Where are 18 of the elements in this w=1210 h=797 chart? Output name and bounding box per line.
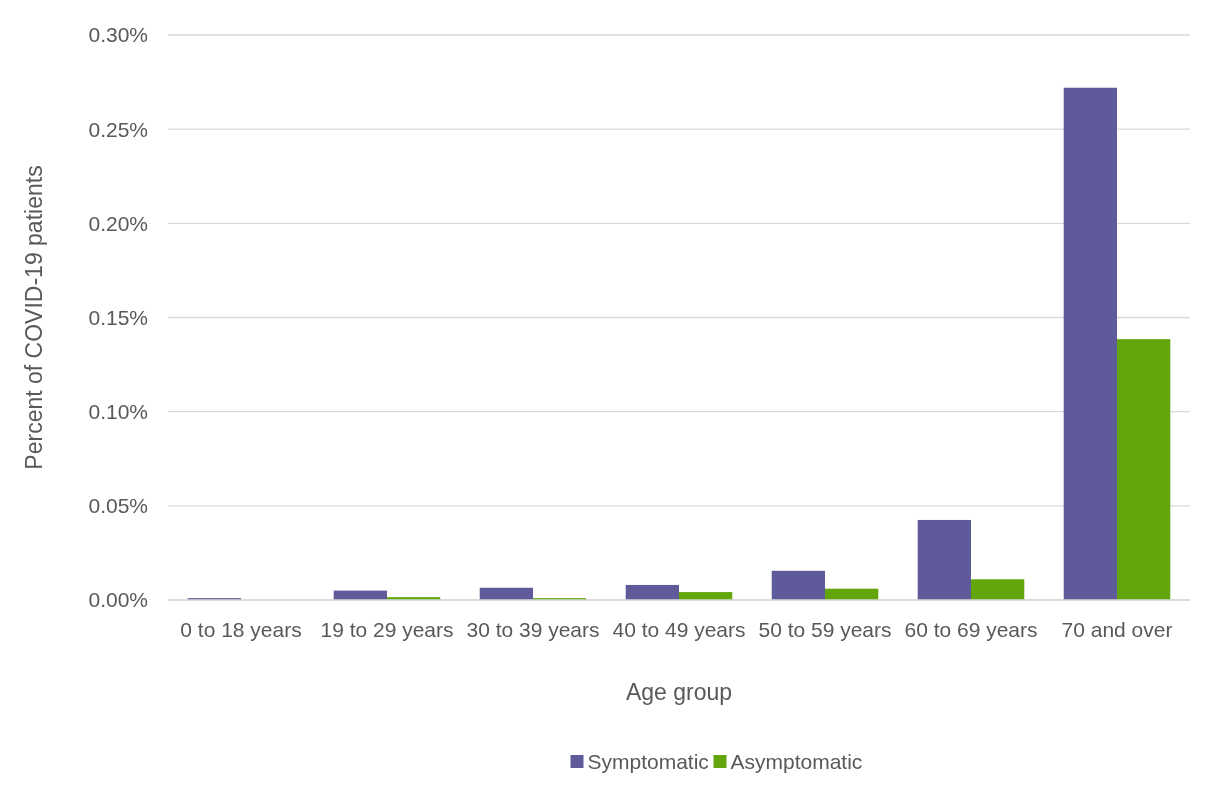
- y-axis-title: Percent of COVID-19 patients: [21, 165, 47, 470]
- x-axis-title: Age group: [625, 679, 733, 705]
- y-tick-label: 0.05%: [88, 494, 148, 518]
- x-tick-label: 70 and over: [1061, 618, 1173, 641]
- x-tick-label: 30 to 39 years: [466, 618, 600, 641]
- y-tick-label: 0.15%: [88, 305, 148, 329]
- y-tick-label: 0.10%: [88, 400, 148, 424]
- x-tick-label: 60 to 69 years: [904, 618, 1038, 641]
- y-tick-label: 0.25%: [88, 117, 148, 141]
- legend-label: Symptomatic: [587, 750, 709, 774]
- x-tick-label: 0 to 18 years: [180, 618, 302, 641]
- x-tick-label: 50 to 59 years: [758, 618, 892, 641]
- y-tick-label: 0.00%: [88, 588, 148, 612]
- y-tick-label: 0.30%: [88, 23, 148, 47]
- legend-label: Asymptomatic: [730, 750, 863, 774]
- y-tick-label: 0.20%: [88, 211, 148, 235]
- x-tick-label: 40 to 49 years: [612, 618, 746, 641]
- x-tick-label: 19 to 29 years: [320, 618, 454, 641]
